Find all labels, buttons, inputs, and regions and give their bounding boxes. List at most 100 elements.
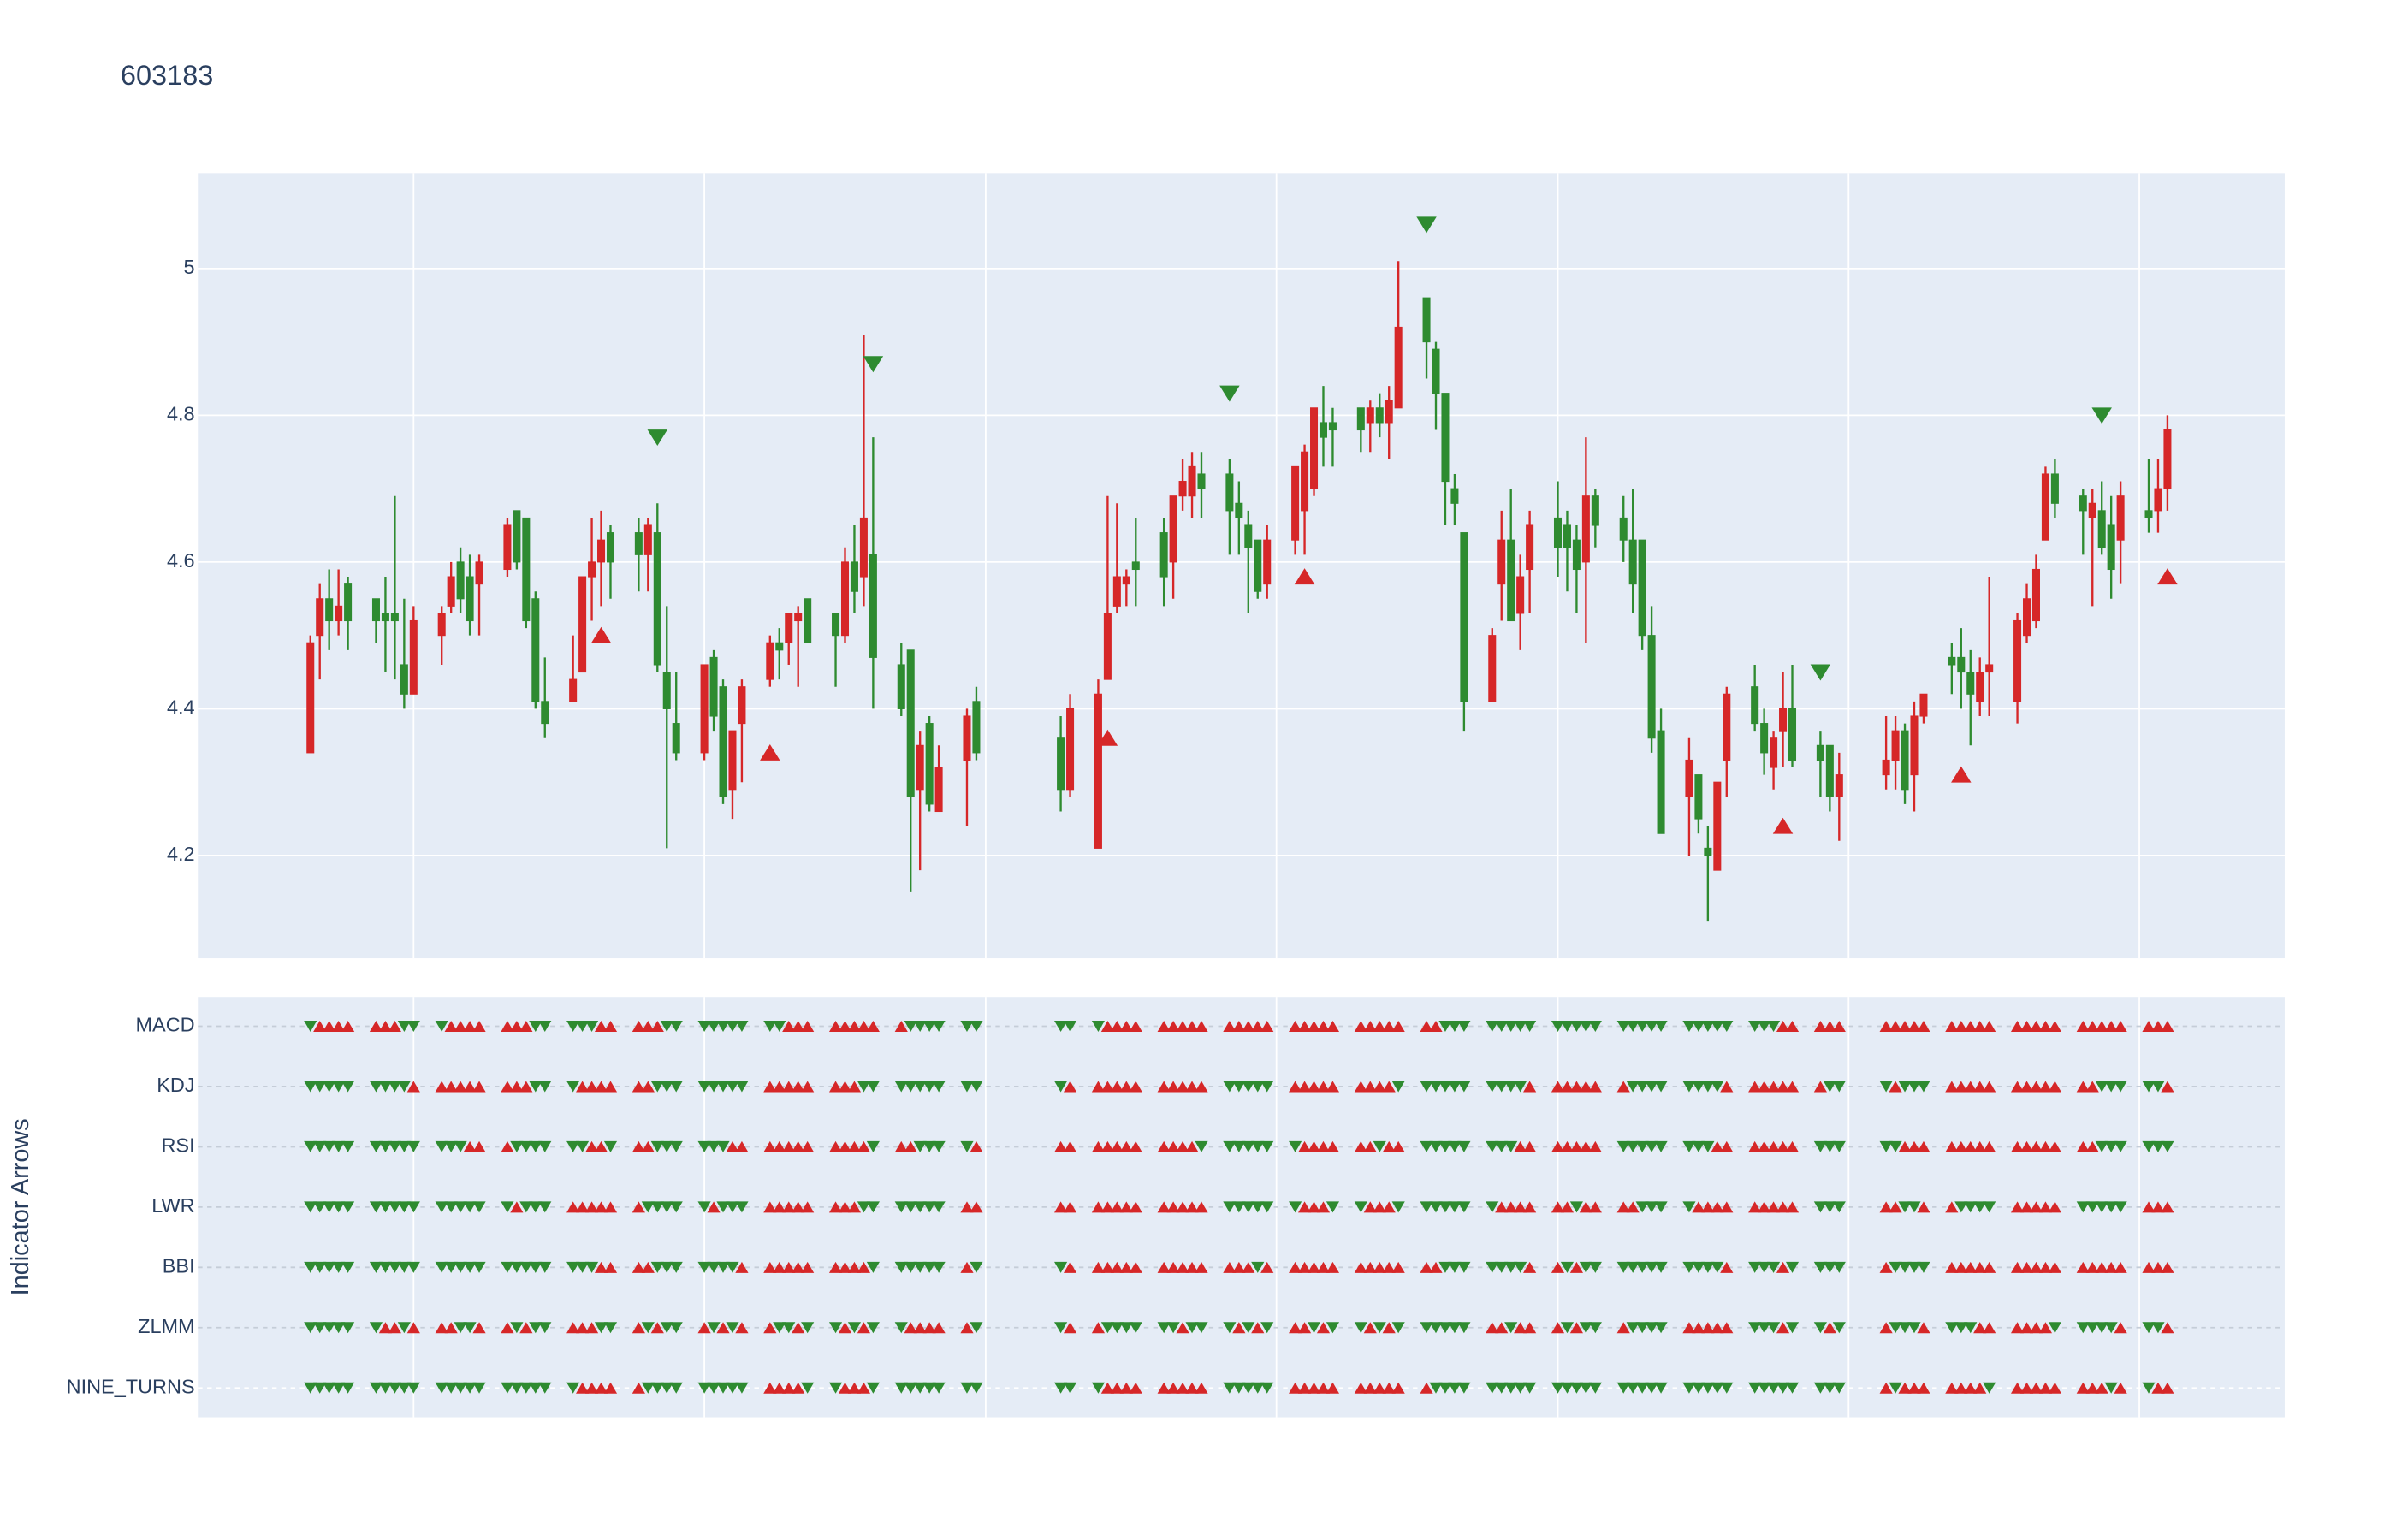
up-arrow: [828, 1021, 843, 1033]
down-arrow: [2104, 1201, 2118, 1213]
down-arrow: [529, 1201, 543, 1213]
down-arrow: [2104, 1382, 2118, 1394]
up-arrow: [510, 1021, 524, 1033]
signal-marker: [2157, 568, 2178, 585]
down-arrow: [1616, 1140, 1630, 1152]
down-arrow: [304, 1201, 317, 1213]
down-arrow: [1486, 1382, 1499, 1394]
up-arrow: [1917, 1382, 1930, 1394]
down-arrow: [1823, 1261, 1836, 1273]
down-arrow: [1682, 1140, 1696, 1152]
up-arrow: [1354, 1081, 1367, 1093]
up-arrow: [922, 1322, 936, 1334]
down-arrow: [1391, 1081, 1405, 1093]
candle-body: [1057, 737, 1065, 791]
up-arrow: [1711, 1201, 1724, 1213]
up-arrow: [2095, 1261, 2108, 1273]
down-arrow: [1448, 1140, 1462, 1152]
up-arrow: [444, 1081, 458, 1093]
down-arrow: [594, 1322, 608, 1334]
down-arrow: [313, 1261, 327, 1273]
down-arrow: [716, 1261, 730, 1273]
up-arrow: [1429, 1021, 1443, 1033]
down-arrow: [2095, 1322, 2108, 1334]
down-arrow: [397, 1201, 411, 1213]
down-arrow: [538, 1261, 552, 1273]
down-arrow: [1429, 1382, 1443, 1394]
up-arrow: [2161, 1081, 2174, 1093]
down-arrow: [1232, 1382, 1246, 1394]
down-arrow: [388, 1261, 401, 1273]
up-arrow: [1579, 1201, 1592, 1213]
up-arrow: [1373, 1021, 1386, 1033]
down-arrow: [332, 1081, 346, 1093]
down-arrow: [1645, 1201, 1658, 1213]
down-arrow: [2161, 1140, 2174, 1152]
down-arrow: [1373, 1322, 1386, 1334]
up-arrow: [1166, 1140, 1180, 1152]
down-arrow: [444, 1261, 458, 1273]
down-arrow: [904, 1261, 917, 1273]
down-arrow: [866, 1081, 880, 1093]
down-arrow: [397, 1382, 411, 1394]
up-arrow: [650, 1322, 664, 1334]
up-arrow: [632, 1261, 645, 1273]
up-arrow: [1289, 1322, 1302, 1334]
up-arrow: [1176, 1081, 1189, 1093]
candle-body: [1225, 473, 1234, 512]
up-arrow: [1420, 1021, 1433, 1033]
down-arrow: [763, 1021, 777, 1033]
down-arrow: [660, 1322, 673, 1334]
candle-body: [925, 723, 934, 805]
up-arrow: [1297, 1021, 1312, 1033]
candle-body: [1825, 744, 1834, 797]
up-arrow: [1110, 1261, 1124, 1273]
candle-body: [662, 672, 671, 709]
up-arrow: [2010, 1081, 2025, 1093]
down-arrow: [650, 1140, 664, 1152]
down-arrow: [397, 1322, 411, 1334]
up-arrow: [406, 1081, 420, 1093]
down-arrow: [1448, 1201, 1462, 1213]
down-arrow: [1054, 1261, 1068, 1273]
candle-body: [1244, 524, 1253, 548]
up-arrow: [1316, 1322, 1331, 1334]
down-arrow: [1551, 1021, 1565, 1033]
down-arrow: [323, 1081, 336, 1093]
down-arrow: [1785, 1322, 1800, 1334]
up-arrow: [2085, 1081, 2099, 1093]
down-arrow: [828, 1382, 843, 1394]
up-arrow: [435, 1322, 448, 1334]
up-arrow: [1382, 1021, 1396, 1033]
down-arrow: [1429, 1081, 1443, 1093]
up-arrow: [1289, 1021, 1302, 1033]
candle-body: [466, 576, 474, 622]
down-arrow: [332, 1261, 346, 1273]
down-arrow: [463, 1201, 477, 1213]
down-arrow: [1119, 1322, 1133, 1334]
down-arrow: [323, 1261, 336, 1273]
down-arrow: [1326, 1322, 1340, 1334]
candle-body: [2088, 502, 2096, 518]
up-arrow: [1100, 1021, 1114, 1033]
up-arrow: [894, 1021, 908, 1033]
up-arrow: [2161, 1261, 2174, 1273]
up-arrow: [1523, 1261, 1537, 1273]
candle-body: [1910, 715, 1919, 776]
up-arrow: [1983, 1081, 1996, 1093]
down-arrow: [1645, 1021, 1658, 1033]
down-arrow: [726, 1081, 739, 1093]
candle-body: [531, 598, 540, 702]
down-arrow: [913, 1140, 927, 1152]
up-arrow: [1391, 1140, 1405, 1152]
up-arrow: [1185, 1261, 1199, 1273]
down-arrow: [2095, 1140, 2108, 1152]
up-arrow: [2019, 1021, 2034, 1033]
down-arrow: [1223, 1382, 1237, 1394]
down-arrow: [1983, 1201, 1996, 1213]
candle-body: [2163, 429, 2172, 489]
up-arrow: [828, 1081, 843, 1093]
candle-body: [2116, 495, 2125, 541]
up-arrow: [1551, 1322, 1565, 1334]
